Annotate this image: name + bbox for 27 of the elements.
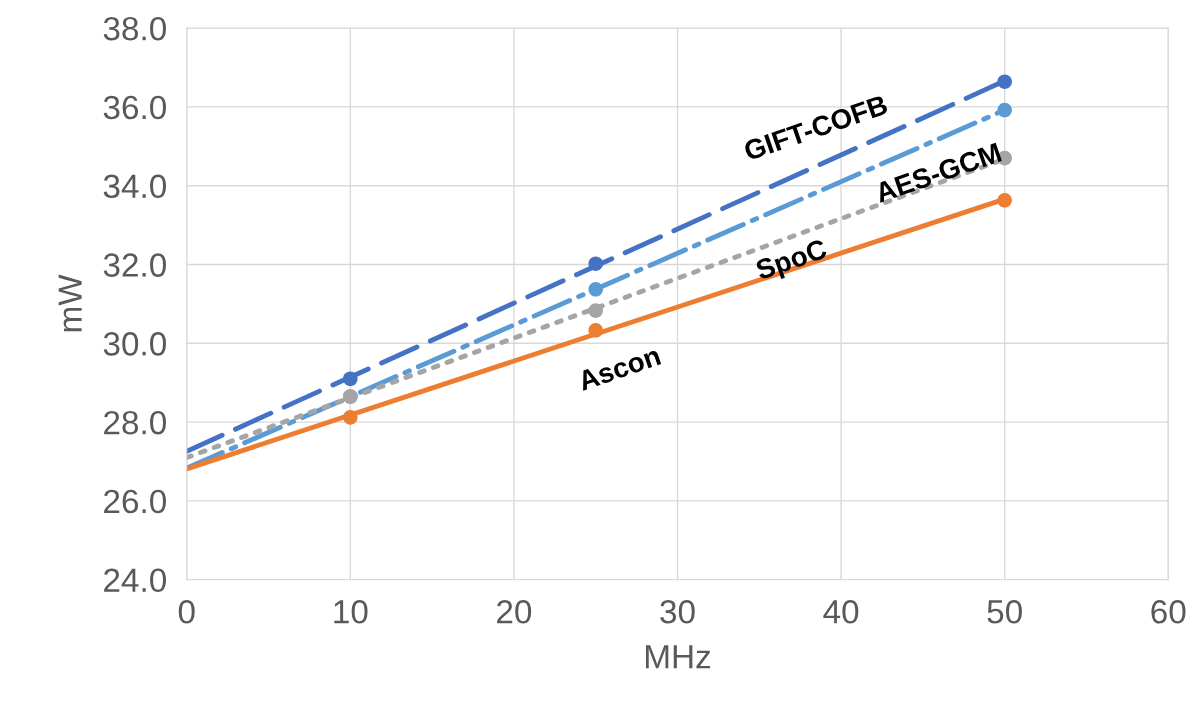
point <box>343 410 358 425</box>
point <box>997 102 1012 118</box>
x-tick-label: 20 <box>497 600 532 624</box>
point <box>997 74 1012 89</box>
y-tick-label: 24.0 <box>104 568 166 593</box>
y-tick-label: 36.0 <box>103 95 166 120</box>
y-tick-label: 28.0 <box>104 410 166 435</box>
x-tick-label: 10 <box>334 600 368 624</box>
point <box>588 303 603 318</box>
y-tick-label: 38.0 <box>103 16 166 41</box>
point <box>588 282 603 297</box>
y-tick-label: 34.0 <box>103 174 166 199</box>
point <box>588 256 603 271</box>
text: SpoC <box>754 238 830 286</box>
y-axis-title: mW <box>58 274 82 332</box>
x-axis-title: MHz <box>645 645 711 669</box>
point <box>343 371 358 387</box>
x-tick-label: 50 <box>987 600 1022 624</box>
text: Ascon <box>576 345 662 392</box>
x-tick-label: 30 <box>660 600 695 624</box>
x-tick-label: 0 <box>178 600 195 624</box>
y-tick-label: 32.0 <box>103 253 166 277</box>
x-tick-label: 60 <box>1151 600 1186 624</box>
y-tick-label: 30.0 <box>103 332 166 356</box>
x-tick-label: 40 <box>823 600 859 624</box>
point <box>588 323 603 338</box>
y-tick-label: 26.0 <box>104 489 166 514</box>
